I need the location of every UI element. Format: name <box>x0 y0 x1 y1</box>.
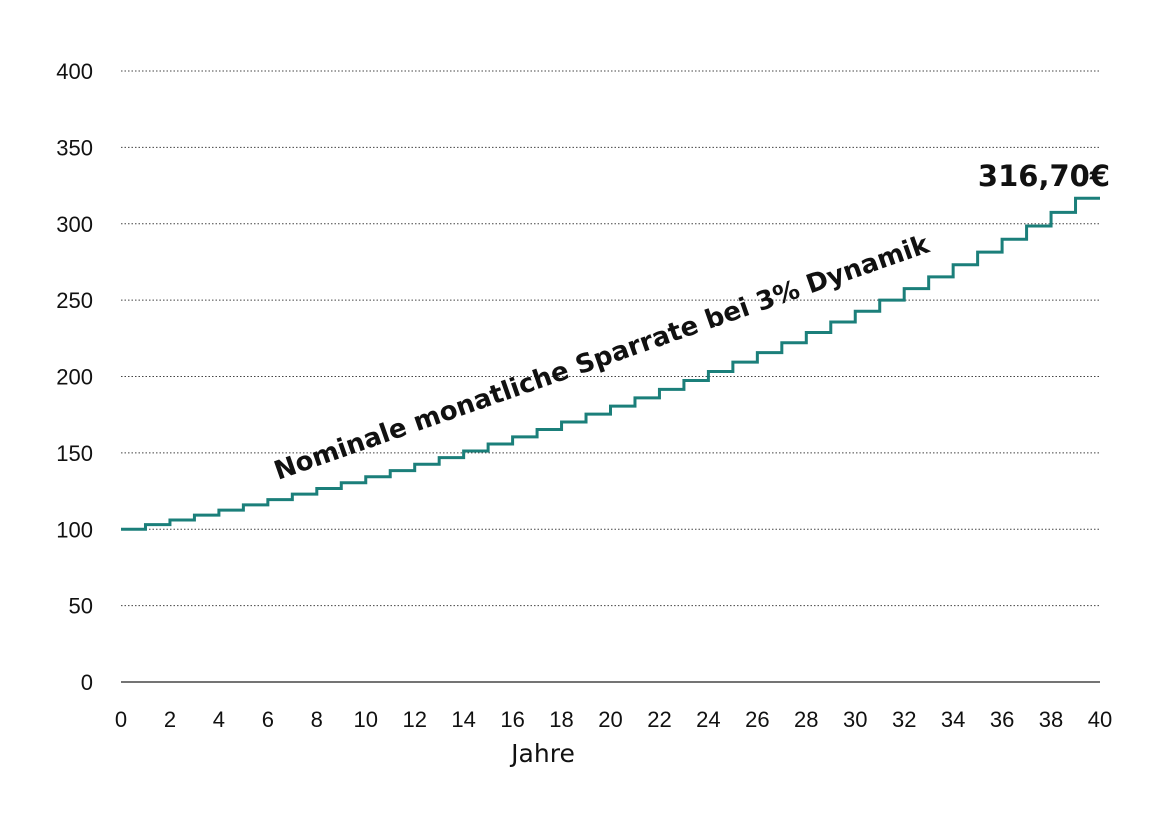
series-line-sparrate <box>121 196 1100 531</box>
x-tick-label: 22 <box>647 707 671 732</box>
x-tick-label: 8 <box>311 707 323 732</box>
x-tick-label: 0 <box>115 707 127 732</box>
x-tick-label: 12 <box>402 707 426 732</box>
x-axis-label: Jahre <box>509 739 575 768</box>
y-tick-label: 150 <box>56 441 93 466</box>
x-tick-label: 20 <box>598 707 622 732</box>
x-tick-label: 14 <box>451 707 475 732</box>
y-tick-label: 50 <box>69 594 93 619</box>
series-annotation: Nominale monatliche Sparrate bei 3% Dyna… <box>270 229 933 486</box>
y-tick-label: 100 <box>56 517 93 542</box>
y-tick-label: 200 <box>56 365 93 390</box>
y-tick-label: 300 <box>56 212 93 237</box>
x-tick-label: 38 <box>1039 707 1063 732</box>
x-tick-label: 36 <box>990 707 1014 732</box>
y-tick-labels: 0 50 100 150 200 250 300 350 400 <box>56 59 93 695</box>
end-value-label: 316,70€ <box>978 159 1110 193</box>
x-tick-label: 2 <box>164 707 176 732</box>
x-tick-label: 4 <box>213 707 225 732</box>
x-tick-label: 30 <box>843 707 867 732</box>
x-tick-label: 6 <box>262 707 274 732</box>
x-tick-label: 34 <box>941 707 965 732</box>
x-tick-label: 26 <box>745 707 769 732</box>
y-tick-label: 400 <box>56 59 93 84</box>
x-tick-label: 40 <box>1088 707 1112 732</box>
x-tick-label: 32 <box>892 707 916 732</box>
x-tick-label: 24 <box>696 707 720 732</box>
y-tick-label: 0 <box>81 670 93 695</box>
x-tick-label: 28 <box>794 707 818 732</box>
x-tick-label: 18 <box>549 707 573 732</box>
x-tick-label: 10 <box>354 707 378 732</box>
x-tick-label: 16 <box>500 707 524 732</box>
x-tick-labels: 0 2 4 6 8 10 12 14 16 18 20 22 24 26 28 30 32 34 36 38 40 <box>115 707 1112 732</box>
gridlines <box>121 70 1100 607</box>
y-tick-label: 350 <box>56 135 93 160</box>
y-tick-label: 250 <box>56 288 93 313</box>
